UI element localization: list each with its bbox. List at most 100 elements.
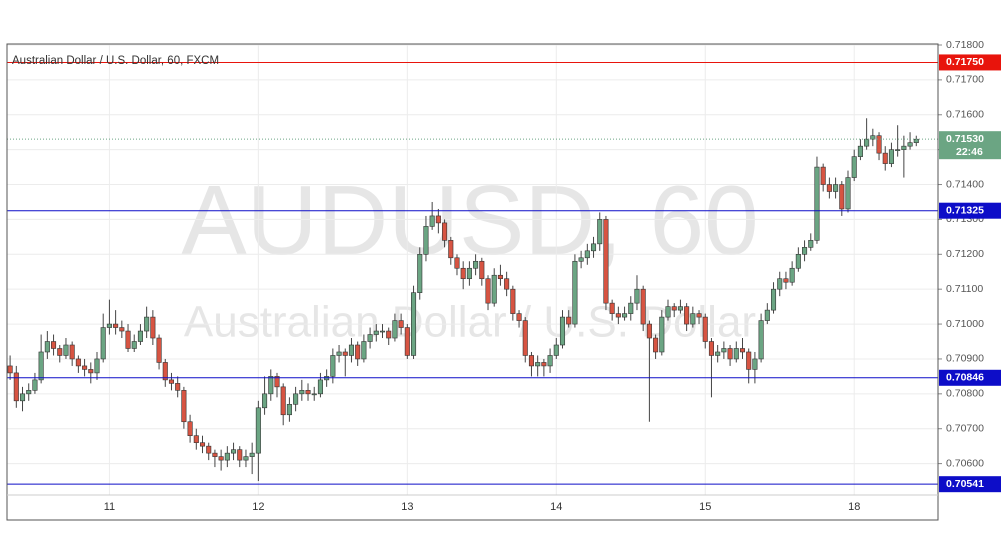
x-tick-label: 15 [699, 501, 711, 513]
candle-body [870, 135, 876, 140]
candle-body [559, 316, 566, 346]
candle-body [386, 330, 392, 339]
y-tick-label: 0.70800 [946, 388, 984, 400]
axis: 0.70600 0.70700 0.70800 0.70900 0.71000 0.711… [104, 39, 1001, 513]
candle-body [268, 376, 274, 395]
candle-body [789, 267, 795, 283]
candle-body [342, 351, 348, 356]
candle-body [721, 348, 727, 353]
candle-body [665, 306, 671, 318]
candle-body [746, 351, 752, 370]
candle-body [727, 348, 733, 360]
candle-body [162, 362, 168, 381]
candle-body [901, 145, 907, 150]
y-tick-label: 0.70600 [946, 457, 984, 469]
candle-body [361, 341, 367, 360]
x-tick-label: 13 [401, 501, 413, 513]
candle-body [88, 369, 94, 374]
candle-body [808, 240, 814, 248]
candle-body [299, 390, 305, 395]
candle-body [826, 184, 832, 192]
candle-body [144, 316, 150, 332]
candle-body [75, 358, 81, 367]
candle-body [833, 184, 839, 192]
candle-body [131, 341, 137, 349]
candle-body [516, 313, 522, 321]
candle-body [82, 365, 88, 370]
candle-body [572, 260, 578, 325]
candle-body [522, 320, 528, 356]
candle-body [845, 177, 851, 210]
level-label-box [939, 476, 1001, 493]
candle-body [479, 260, 485, 280]
candle-body [317, 379, 323, 395]
candle-body [348, 344, 355, 356]
candle-body [237, 449, 243, 461]
x-tick-label: 12 [252, 501, 264, 513]
candle-body [485, 278, 491, 304]
candle-body [32, 379, 38, 391]
candle-body [44, 341, 50, 353]
candle-body [640, 288, 646, 325]
candle-body [820, 166, 826, 185]
candle-body [286, 404, 292, 416]
level-label: 0.71325 [946, 204, 984, 216]
candle-body [218, 456, 224, 461]
candle-body [448, 240, 454, 259]
candle-body [398, 320, 404, 328]
candle-body [150, 316, 156, 339]
candle-body [212, 452, 218, 457]
candle-body [690, 313, 696, 325]
candle-body [702, 316, 708, 342]
candle-body [404, 327, 410, 356]
candle-body [752, 358, 758, 370]
candle-body [460, 267, 466, 280]
candle-body [373, 330, 379, 335]
candle-body [684, 306, 690, 325]
plot [7, 61, 938, 485]
candle-body [336, 351, 342, 356]
candle-body [708, 341, 714, 356]
candle-body [125, 330, 131, 349]
candle-body [224, 452, 230, 461]
y-tick-label: 0.71100 [946, 283, 983, 295]
candle-body [609, 302, 615, 314]
candle-body [497, 274, 503, 280]
level-label: 0.70846 [946, 372, 984, 384]
candle-body [175, 383, 181, 391]
candle-body [417, 254, 423, 293]
candle-body [26, 390, 32, 395]
candle-body [466, 267, 472, 280]
candle-body [187, 421, 193, 436]
candle-body [311, 393, 317, 396]
candle-body [814, 166, 820, 241]
candle-body [429, 215, 435, 227]
candle-body [113, 323, 119, 328]
y-tick-label: 0.71000 [946, 318, 984, 330]
candle-body [504, 278, 510, 290]
candle-body [653, 337, 659, 353]
candle-body [553, 344, 559, 356]
candle-body [913, 138, 919, 143]
candle-body [578, 257, 584, 262]
candle-body [566, 316, 572, 325]
candle-body [739, 348, 746, 353]
candle-body [615, 313, 621, 318]
candle-body [51, 341, 57, 349]
candle-body [379, 330, 386, 333]
candle-body [895, 149, 901, 151]
candle-body [243, 456, 249, 461]
candle-body [423, 226, 429, 255]
candle-body [137, 330, 143, 342]
candle-body [181, 390, 187, 423]
candle-body [783, 278, 789, 283]
candle-body [622, 313, 628, 318]
candle-body [473, 260, 479, 269]
candle-body [57, 348, 63, 356]
candle-body [367, 334, 373, 342]
candle-body [435, 215, 441, 224]
candle-body [274, 376, 280, 388]
y-tick-label: 0.71400 [946, 178, 984, 190]
watermark-subtitle: Australian Dollar / U.S. Dollar [184, 298, 756, 347]
candle-body [19, 393, 26, 402]
